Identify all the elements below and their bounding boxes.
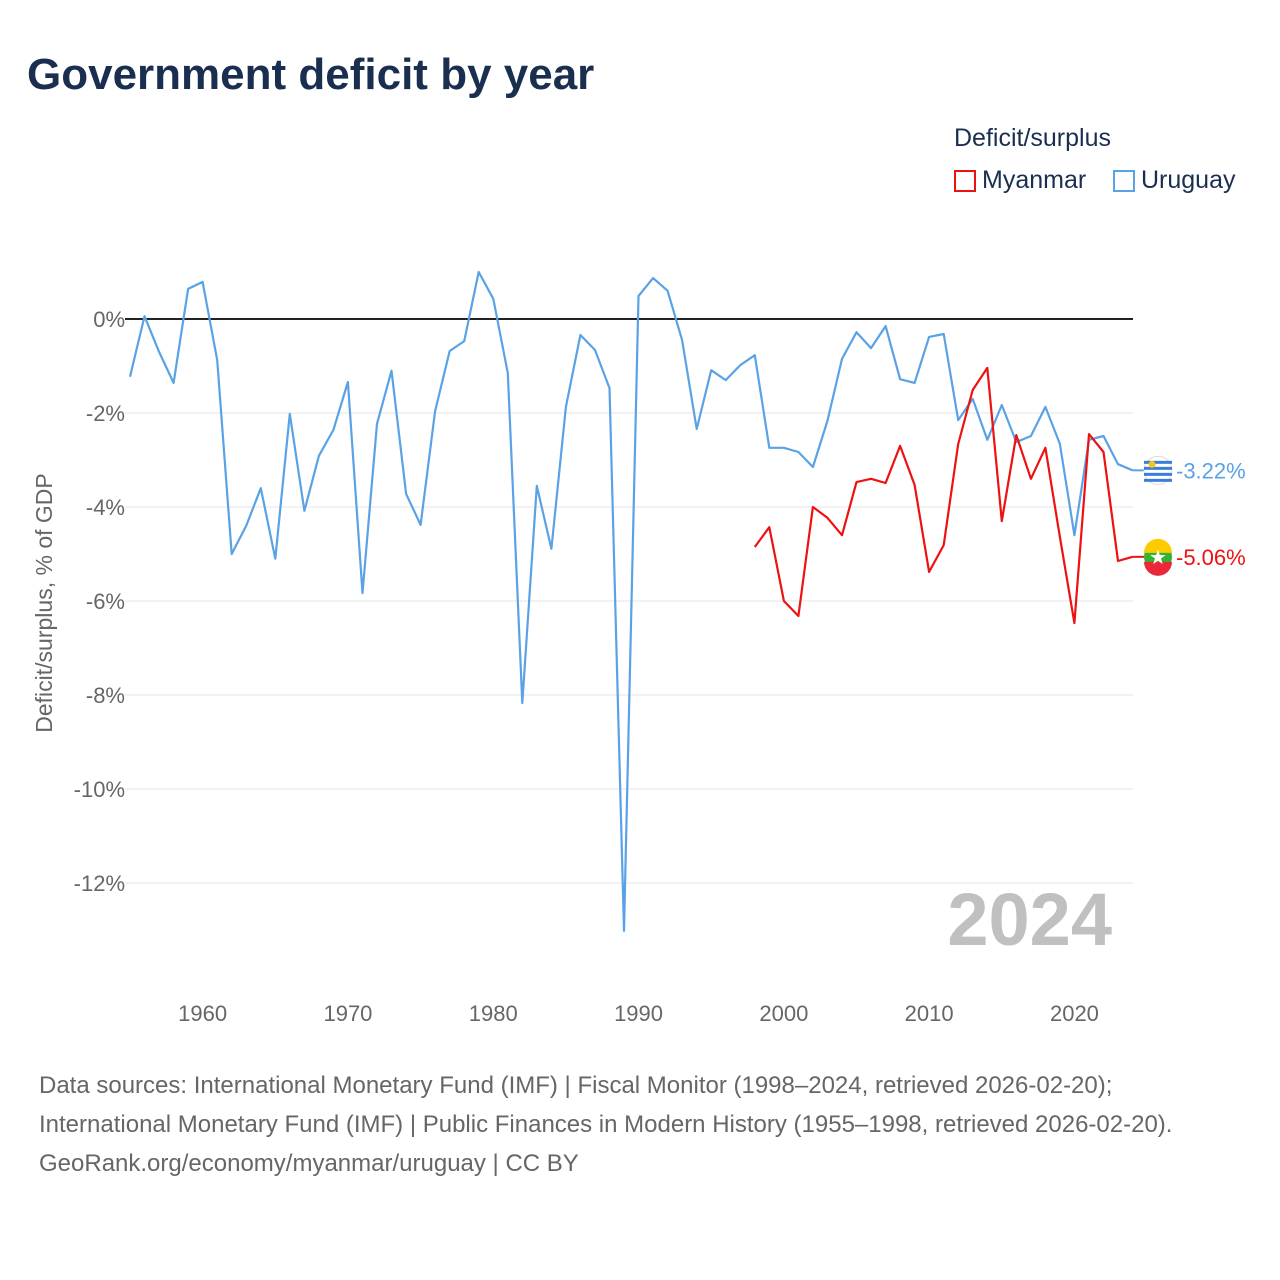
page-title: Government deficit by year (27, 50, 595, 99)
attribution-link[interactable]: GeoRank.org/economy/myanmar/uruguay | CC… (39, 1150, 579, 1177)
legend-label: Uruguay (1141, 166, 1236, 194)
y-tick-label: -4% (86, 495, 125, 520)
y-axis-label: Deficit/surplus, % of GDP (31, 473, 57, 732)
end-value-label: -5.06% (1176, 545, 1246, 570)
legend-title: Deficit/surplus (954, 124, 1111, 152)
series-line-myanmar[interactable] (753, 366, 1133, 625)
x-tick-label: 1960 (178, 1001, 227, 1026)
y-tick-label: -10% (74, 777, 125, 802)
x-tick-label: 2020 (1050, 1001, 1099, 1026)
myanmar-flag-icon: ★ (1144, 538, 1172, 576)
y-tick-label: 0% (93, 307, 125, 332)
x-tick-label: 1990 (614, 1001, 663, 1026)
source-text: Data sources: International Monetary Fun… (39, 1072, 1173, 1138)
x-tick-label: 1970 (323, 1001, 372, 1026)
x-tick-label: 2000 (759, 1001, 808, 1026)
legend-swatch-myanmar (954, 169, 976, 192)
uruguay-flag-icon (1143, 455, 1173, 485)
y-tick-label: -2% (86, 401, 125, 426)
svg-text:★: ★ (1149, 547, 1167, 569)
y-tick-label: -12% (74, 871, 125, 896)
line-chart: 0% -2% -4% -6% -8% -10% -12% 1960 1970 1980 1990 20… (31, 270, 1246, 1026)
year-watermark: 2024 (947, 878, 1112, 961)
x-tick-label: 1980 (469, 1001, 518, 1026)
sources: Data sources: International Monetary Fun… (39, 1066, 1239, 1183)
end-value-label: -3.22% (1176, 458, 1246, 483)
legend-item-myanmar[interactable]: Myanmar (954, 166, 1086, 195)
legend-swatch-uruguay (1113, 169, 1135, 192)
y-tick-label: -8% (86, 683, 125, 708)
legend-label: Myanmar (982, 166, 1087, 194)
y-tick-label: -6% (86, 589, 125, 614)
legend-item-uruguay[interactable]: Uruguay (1113, 166, 1236, 195)
x-tick-label: 2010 (905, 1001, 954, 1026)
series-line-uruguay[interactable] (128, 270, 1134, 933)
